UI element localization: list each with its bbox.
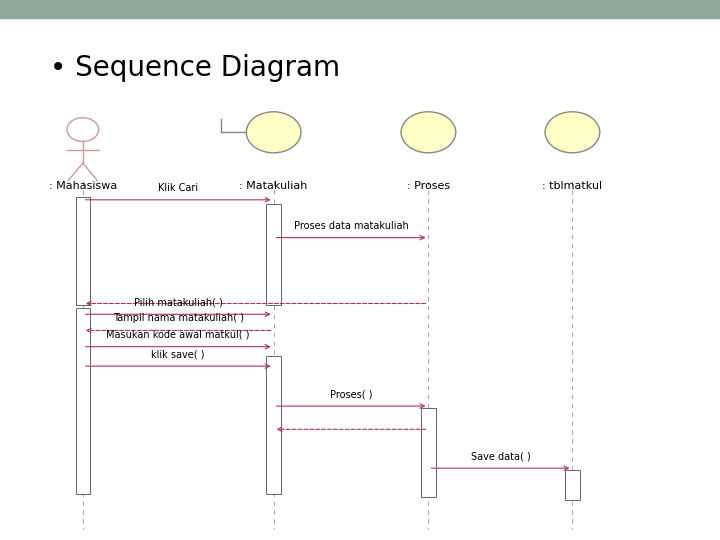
Text: • Sequence Diagram: • Sequence Diagram — [50, 53, 341, 82]
Text: : Proses: : Proses — [407, 181, 450, 191]
Text: : tblmatkul: : tblmatkul — [542, 181, 603, 191]
Circle shape — [246, 112, 301, 153]
Bar — [266, 356, 281, 494]
Text: Pilih matakuliah( ): Pilih matakuliah( ) — [134, 297, 222, 307]
Text: Proses( ): Proses( ) — [330, 389, 372, 399]
Bar — [76, 308, 90, 494]
Bar — [76, 197, 90, 305]
Circle shape — [545, 112, 600, 153]
Text: Proses data matakuliah: Proses data matakuliah — [294, 220, 408, 231]
Text: Masukan kode awal matkul( ): Masukan kode awal matkul( ) — [107, 329, 250, 340]
Text: Save data( ): Save data( ) — [471, 451, 530, 461]
Text: Klik Cari: Klik Cari — [158, 183, 198, 193]
Circle shape — [401, 112, 456, 153]
Bar — [421, 408, 436, 497]
Text: Tampil nama matakuliah( ): Tampil nama matakuliah( ) — [113, 313, 243, 323]
Bar — [0, 0, 720, 18]
Text: : Matakuliah: : Matakuliah — [240, 181, 307, 191]
Text: : Mahasiswa: : Mahasiswa — [49, 181, 117, 191]
Bar — [266, 204, 281, 305]
Text: klik save( ): klik save( ) — [151, 349, 205, 359]
Bar — [565, 470, 580, 500]
